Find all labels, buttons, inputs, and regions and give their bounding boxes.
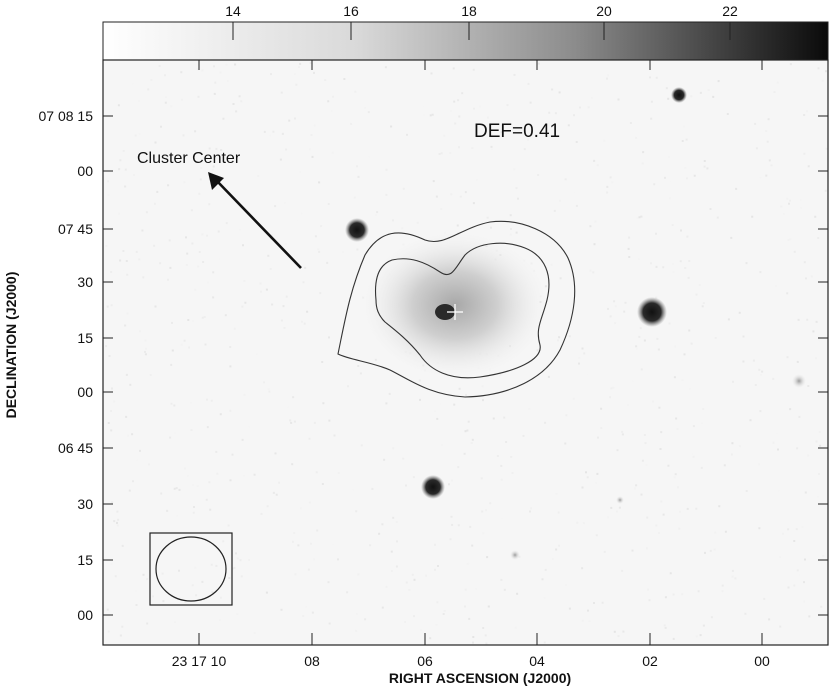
x-tick-label: 04 — [529, 653, 545, 669]
y-tick-label: 15 — [77, 552, 93, 568]
star-source — [421, 475, 445, 499]
y-axis-label: DECLINATION (J2000) — [3, 272, 19, 419]
faint-source — [616, 496, 624, 504]
y-tick-label: 07 08 15 — [39, 108, 94, 124]
y-tick-label: 00 — [77, 384, 93, 400]
x-axis-label: RIGHT ASCENSION (J2000) — [389, 670, 571, 686]
image-frame — [102, 59, 829, 646]
x-tick-label: 02 — [642, 653, 658, 669]
y-tick-label: 30 — [77, 496, 93, 512]
faint-source — [510, 550, 520, 560]
faint-source — [792, 374, 806, 388]
y-tick-label: 06 45 — [58, 440, 93, 456]
beam-indicator — [149, 532, 233, 606]
colorbar-ticks: 14 16 18 20 22 — [225, 3, 738, 40]
y-axis: 07 08 15 00 07 45 30 15 00 06 45 30 15 00 — [39, 108, 828, 623]
colorbar-gradient — [102, 21, 829, 61]
colorbar-tick-label: 16 — [343, 3, 359, 19]
x-axis: 23 17 10 08 06 04 02 00 — [172, 60, 770, 669]
cluster-center-arrow — [208, 172, 302, 269]
x-tick-label: 06 — [417, 653, 433, 669]
colorbar-tick-label: 18 — [461, 3, 477, 19]
colorbar: 14 16 18 20 22 — [102, 3, 829, 61]
y-tick-label: 30 — [77, 274, 93, 290]
y-tick-label: 00 — [77, 607, 93, 623]
x-tick-label: 00 — [754, 653, 770, 669]
y-tick-label: 15 — [77, 330, 93, 346]
y-tick-label: 00 — [77, 163, 93, 179]
colorbar-tick-label: 14 — [225, 3, 241, 19]
y-tick-label: 07 45 — [58, 221, 93, 237]
image-panel: Cluster Center DEF=0.41 — [102, 59, 829, 646]
def-label: DEF=0.41 — [474, 121, 560, 142]
star-source — [345, 218, 369, 242]
star-source — [671, 87, 687, 103]
galaxy-center-marker — [447, 304, 463, 320]
star-source — [637, 297, 667, 327]
colorbar-tick-label: 22 — [722, 3, 738, 19]
x-tick-label: 23 17 10 — [172, 653, 227, 669]
x-tick-label: 08 — [304, 653, 320, 669]
cluster-center-label: Cluster Center — [137, 150, 241, 167]
inner-contour — [374, 242, 550, 379]
galaxy-nucleus — [435, 304, 455, 320]
colorbar-tick-label: 20 — [596, 3, 612, 19]
outer-contour — [337, 220, 576, 398]
